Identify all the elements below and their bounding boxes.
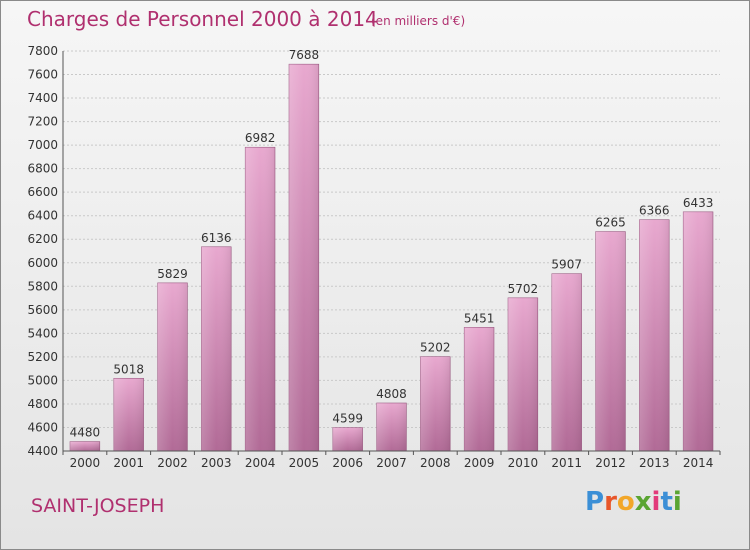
bar-2001[interactable] <box>113 377 144 452</box>
y-tick-label: 7600 <box>27 68 58 82</box>
location-name: SAINT-JOSEPH <box>31 495 165 517</box>
x-tick-label: 2013 <box>639 456 670 470</box>
data-label: 6366 <box>639 204 670 218</box>
y-tick-label: 4800 <box>27 397 58 411</box>
bar-2006[interactable] <box>332 427 363 452</box>
bar-2009[interactable] <box>463 327 495 452</box>
logo-letter: x <box>634 487 652 517</box>
chart-unit-label: (en milliers d'€) <box>371 14 466 28</box>
logo-letter: P <box>585 487 605 517</box>
y-tick-label: 4600 <box>27 420 58 434</box>
y-tick-label: 6000 <box>27 256 58 270</box>
x-tick-label: 2002 <box>157 456 188 470</box>
data-label: 5907 <box>551 258 582 272</box>
bar-2002[interactable] <box>157 282 188 452</box>
x-tick-label: 2011 <box>551 456 582 470</box>
logo-letter: o <box>616 487 635 517</box>
bar-2008[interactable] <box>420 356 451 452</box>
logo-letter: i <box>651 487 661 517</box>
data-label: 6265 <box>595 216 626 230</box>
x-tick-label: 2006 <box>332 456 363 470</box>
logo-letter: t <box>660 487 673 517</box>
x-tick-label: 2010 <box>508 456 539 470</box>
x-tick-label: 2012 <box>595 456 626 470</box>
y-tick-label: 7800 <box>27 44 58 58</box>
x-tick-label: 2007 <box>376 456 407 470</box>
data-label: 5018 <box>113 362 144 376</box>
data-label: 5451 <box>464 311 495 325</box>
x-tick-label: 2003 <box>201 456 232 470</box>
y-tick-label: 5200 <box>27 350 58 364</box>
bar-2005[interactable] <box>288 63 320 452</box>
bar-2007[interactable] <box>376 402 407 452</box>
y-tick-label: 6400 <box>27 209 58 223</box>
data-label: 5702 <box>508 282 539 296</box>
bar-2000[interactable] <box>69 441 101 452</box>
data-label: 5202 <box>420 341 451 355</box>
x-tick-label: 2000 <box>70 456 101 470</box>
x-tick-label: 2001 <box>113 456 144 470</box>
bar-2011[interactable] <box>551 273 582 452</box>
x-tick-label: 2004 <box>245 456 276 470</box>
x-tick-label: 2014 <box>683 456 714 470</box>
y-tick-label: 7000 <box>27 138 58 152</box>
y-tick-label: 4400 <box>27 444 58 458</box>
y-tick-label: 5000 <box>27 373 58 387</box>
y-tick-label: 5400 <box>27 326 58 340</box>
data-label: 5829 <box>157 267 188 281</box>
bar-2013[interactable] <box>639 219 670 452</box>
y-tick-label: 7200 <box>27 115 58 129</box>
logo-letter: i <box>672 487 682 517</box>
data-label: 6982 <box>245 131 276 145</box>
proxiti-logo[interactable]: Proxiti <box>585 487 682 517</box>
chart-title: Charges de Personnel 2000 à 2014 <box>27 7 378 31</box>
logo-letter: r <box>604 487 617 517</box>
data-label: 4599 <box>332 412 363 426</box>
data-label: 6136 <box>201 231 232 245</box>
data-label: 7688 <box>289 48 320 62</box>
y-tick-label: 6800 <box>27 162 58 176</box>
bar-2003[interactable] <box>201 246 232 452</box>
x-tick-label: 2005 <box>289 456 320 470</box>
bar-2014[interactable] <box>682 211 714 452</box>
data-label: 4808 <box>376 387 407 401</box>
bar-2010[interactable] <box>507 297 539 452</box>
x-tick-label: 2009 <box>464 456 495 470</box>
data-label: 6433 <box>683 196 714 210</box>
bar-2004[interactable] <box>244 146 276 452</box>
bar-2012[interactable] <box>595 231 626 452</box>
y-tick-label: 7400 <box>27 91 58 105</box>
y-tick-label: 5800 <box>27 279 58 293</box>
y-tick-label: 6200 <box>27 232 58 246</box>
data-label: 4480 <box>70 426 101 440</box>
y-tick-label: 6600 <box>27 185 58 199</box>
y-tick-label: 5600 <box>27 303 58 317</box>
x-tick-label: 2008 <box>420 456 451 470</box>
